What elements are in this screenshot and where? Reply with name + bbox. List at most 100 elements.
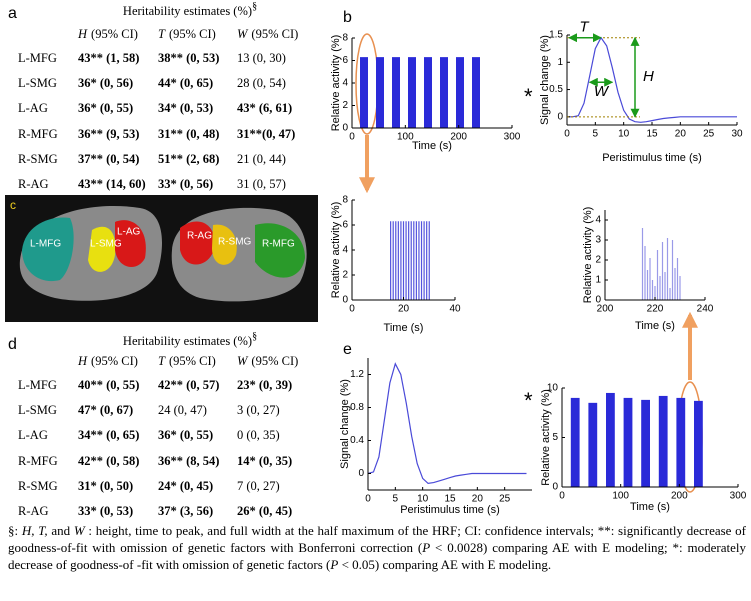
x-tick-label: 5 — [393, 494, 399, 505]
y-tick-label: 6 — [342, 220, 348, 231]
table-cell: 31**(0, 47) — [237, 127, 295, 141]
x-axis-label: Peristimulus time (s) — [602, 152, 702, 164]
table-title-text: Heritability estimates (%) — [123, 334, 252, 348]
table-cell: 37** (0, 54) — [78, 152, 139, 166]
w-label: W — [594, 83, 610, 100]
y-tick-label: 0 — [552, 482, 558, 493]
y-tick-label: 10 — [547, 383, 559, 394]
y-tick-label: 1 — [557, 57, 563, 68]
column-text: (95% CI) — [251, 354, 298, 368]
table-cell: 23* (0, 39) — [237, 378, 292, 392]
y-tick-label: 0.4 — [350, 435, 364, 446]
x-tick-label: 20 — [675, 129, 687, 140]
x-tick-label: 100 — [612, 491, 629, 502]
y-axis-label: Relative activity (%) — [582, 207, 594, 304]
row-label: L-MFG — [18, 378, 57, 392]
l-mfg-region — [22, 217, 74, 282]
region-label: R-AG — [187, 231, 212, 242]
table-cell: 36** (8, 54) — [158, 454, 219, 468]
table-cell: 36* (0, 55) — [158, 428, 213, 442]
column-text: (95% CI) — [169, 27, 216, 41]
y-tick-label: 4 — [342, 78, 348, 89]
h-label: H — [643, 68, 654, 85]
x-tick-label: 100 — [397, 132, 414, 143]
x-tick-label: 10 — [417, 494, 429, 505]
table-cell: 43** (14, 60) — [78, 177, 146, 191]
y-tick-label: 5 — [552, 432, 558, 443]
x-tick-label: 30 — [731, 129, 743, 140]
region-label: L-AG — [117, 227, 141, 238]
row-label: L-SMG — [18, 403, 57, 417]
region-label: L-SMG — [90, 239, 122, 250]
table-cell: 42** (0, 58) — [78, 454, 139, 468]
brain-panel: c L-MFG L-SMG L-AG R-AG R-SMG R-MFG — [5, 195, 318, 322]
caption-text: W — [73, 523, 85, 538]
table-cell: 24* (0, 45) — [158, 479, 213, 493]
curve — [367, 362, 527, 485]
y-tick-label: 0.8 — [350, 402, 364, 413]
region-label: R-SMG — [218, 237, 252, 248]
x-tick-label: 0 — [559, 491, 565, 502]
bar — [658, 395, 668, 487]
table-cell: 51** (2, 68) — [158, 152, 219, 166]
x-tick-label: 240 — [697, 304, 714, 315]
caption-text: and — [47, 523, 74, 538]
table-cell: 7 (0, 27) — [237, 479, 280, 493]
table-cell: 31 (0, 57) — [237, 177, 286, 191]
table-cell: 3 (0, 27) — [237, 403, 280, 417]
caption-text: §: — [8, 523, 22, 538]
x-tick-label: 0 — [349, 132, 355, 143]
y-tick-label: 0 — [342, 295, 348, 306]
table-title-text: Heritability estimates (%) — [123, 4, 252, 18]
y-tick-label: 0 — [342, 123, 348, 134]
column-symbol: W — [237, 354, 249, 368]
y-tick-label: 6 — [342, 55, 348, 66]
caption-text: P — [330, 557, 339, 572]
y-tick-label: 4 — [595, 215, 601, 226]
bar — [408, 57, 416, 128]
table-title: Heritability estimates (%)§ — [123, 1, 257, 18]
row-label: R-AG — [18, 504, 49, 518]
row-label: L-AG — [18, 101, 48, 115]
y-axis-label: Relative activity (%) — [540, 389, 552, 486]
row-label: R-SMG — [18, 479, 58, 493]
bar — [424, 57, 432, 128]
row-label: R-MFG — [18, 454, 58, 468]
table-cell: 36** (9, 53) — [78, 127, 139, 141]
panel-label: e — [343, 341, 352, 358]
region-label: R-MFG — [262, 239, 295, 250]
y-axis-label: Relative activity (%) — [330, 202, 342, 299]
column-text: (95% CI) — [169, 354, 216, 368]
table-cell: 33* (0, 53) — [78, 504, 133, 518]
y-tick-label: 3 — [595, 235, 601, 246]
x-tick-label: 0 — [564, 129, 570, 140]
x-tick-label: 200 — [671, 491, 688, 502]
column-symbol: T — [158, 27, 166, 41]
l-smg-region — [88, 226, 116, 272]
row-label: R-SMG — [18, 152, 58, 166]
y-axis-label: Signal change (%) — [539, 35, 551, 125]
x-axis-label: Peristimulus time (s) — [400, 504, 500, 516]
y-tick-label: 1 — [595, 275, 601, 286]
column-text: (95% CI) — [91, 27, 138, 41]
l-ag-region — [115, 220, 146, 268]
bar — [456, 57, 464, 128]
x-tick-label: 15 — [444, 494, 456, 505]
row-label: R-MFG — [18, 127, 58, 141]
column-header: W (95% CI) — [237, 27, 298, 41]
column-text: (95% CI) — [251, 27, 298, 41]
x-axis-label: Time (s) — [630, 501, 670, 513]
x-tick-label: 0 — [365, 494, 371, 505]
caption-text: < 0.0028) comparing AE with E modeling; … — [8, 540, 746, 572]
caption-text: : height, time to peak, and full width a… — [8, 523, 746, 555]
table-cell: 0 (0, 35) — [237, 428, 280, 442]
y-tick-label: 0 — [595, 295, 601, 306]
bar — [472, 57, 480, 128]
x-tick-label: 40 — [449, 304, 461, 315]
table-cell: 42** (0, 57) — [158, 378, 219, 392]
asterisk: * — [524, 84, 533, 109]
y-axis-label: Relative activity (%) — [330, 35, 342, 132]
bar — [694, 400, 703, 487]
table-cell: 31** (0, 48) — [158, 127, 219, 141]
